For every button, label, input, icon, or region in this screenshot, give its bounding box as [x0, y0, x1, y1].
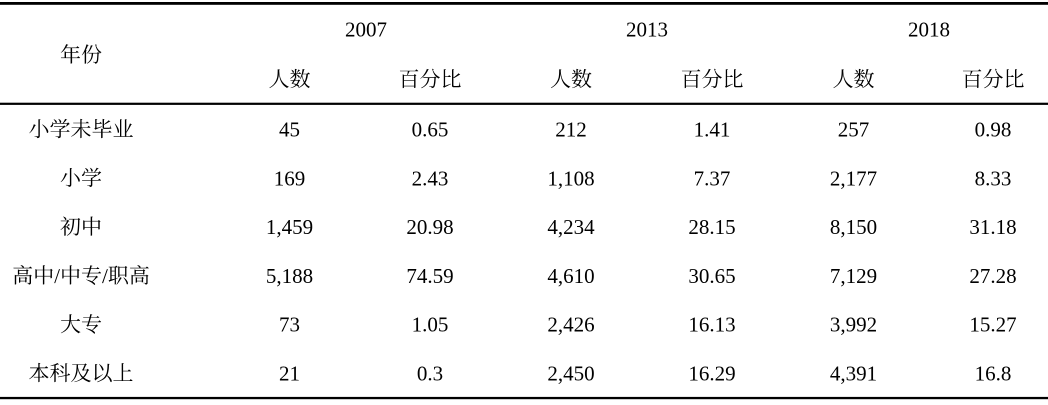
svg-text:31.18: 31.18: [969, 215, 1016, 239]
svg-text:1.41: 1.41: [694, 118, 731, 142]
svg-text:74.59: 74.59: [406, 264, 453, 288]
svg-text:7,129: 7,129: [830, 264, 877, 288]
svg-text:8,150: 8,150: [830, 215, 877, 239]
svg-text:4,391: 4,391: [830, 362, 877, 386]
svg-text:21: 21: [279, 362, 300, 386]
svg-text:4,610: 4,610: [547, 264, 594, 288]
svg-text:16.8: 16.8: [975, 362, 1012, 386]
svg-text:5,188: 5,188: [266, 264, 313, 288]
svg-text:2007: 2007: [345, 18, 387, 42]
svg-text:0.98: 0.98: [975, 118, 1012, 142]
svg-text:45: 45: [279, 118, 300, 142]
svg-text:1,459: 1,459: [266, 215, 313, 239]
svg-text:2,450: 2,450: [547, 362, 594, 386]
svg-text:7.37: 7.37: [694, 166, 731, 190]
svg-text:4,234: 4,234: [547, 215, 595, 239]
svg-text:212: 212: [555, 118, 587, 142]
svg-text:15.27: 15.27: [969, 313, 1016, 337]
svg-text:1.05: 1.05: [412, 313, 449, 337]
svg-text:8.33: 8.33: [975, 166, 1012, 190]
svg-text:30.65: 30.65: [688, 264, 735, 288]
svg-text:73: 73: [279, 313, 300, 337]
svg-text:257: 257: [838, 118, 870, 142]
svg-text:2013: 2013: [626, 18, 668, 42]
svg-text:2,177: 2,177: [830, 166, 877, 190]
svg-text:169: 169: [274, 166, 306, 190]
svg-text:3,992: 3,992: [830, 313, 877, 337]
svg-text:0.65: 0.65: [412, 118, 449, 142]
svg-text:2.43: 2.43: [412, 166, 449, 190]
svg-text:16.13: 16.13: [688, 313, 735, 337]
svg-text:2018: 2018: [908, 18, 950, 42]
svg-text:1,108: 1,108: [547, 166, 594, 190]
svg-text:2,426: 2,426: [547, 313, 594, 337]
svg-text:28.15: 28.15: [688, 215, 735, 239]
svg-text:0.3: 0.3: [417, 362, 443, 386]
svg-text:20.98: 20.98: [406, 215, 453, 239]
svg-text:27.28: 27.28: [969, 264, 1016, 288]
svg-text:16.29: 16.29: [688, 362, 735, 386]
